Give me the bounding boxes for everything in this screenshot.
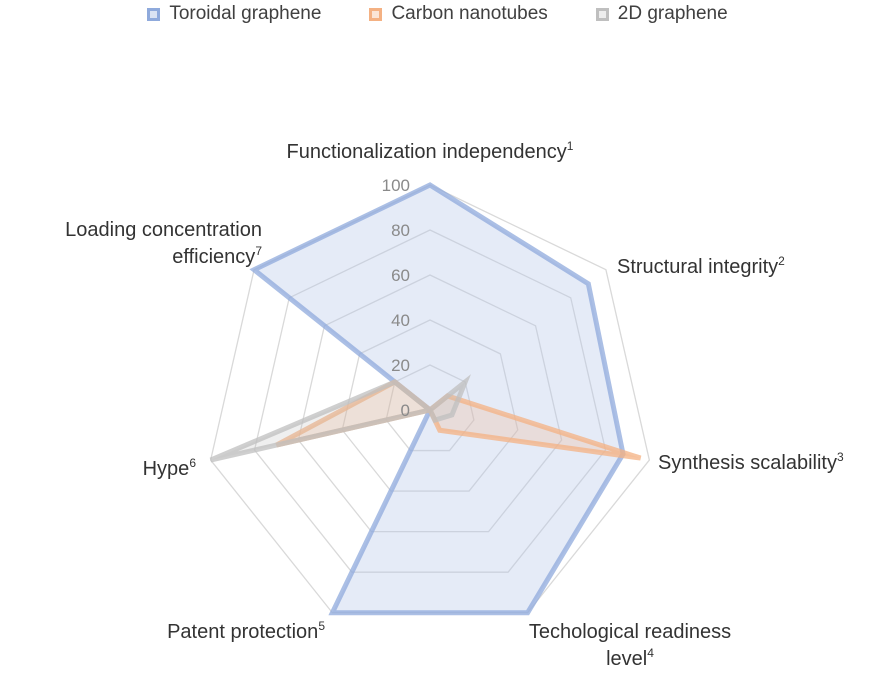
radar-grid [209,184,651,614]
legend-swatch-carbon-nanotubes [369,7,383,21]
series-toroidal-graphene [249,182,626,616]
legend-item-carbon-nanotubes[interactable]: Carbon nanotubes [369,3,548,25]
legend-item-2d-graphene[interactable]: 2D graphene [595,3,728,25]
radar-axis-labels: Functionalization independency1 Structura… [65,139,844,670]
legend-swatch-2d-graphene [595,7,609,21]
legend-label-toroidal-graphene: Toroidal graphene [169,3,322,24]
radar-series [209,182,642,616]
axis-label: Techological readiness level4 [529,621,731,670]
axis-label: Patent protection5 [167,619,325,643]
grid-ring [253,229,607,573]
grid-ring [297,274,563,533]
legend-swatch-toroidal-graphene [147,7,161,21]
tick-label: 40 [391,311,410,330]
tick-label: 80 [391,221,410,240]
legend-item-toroidal-graphene[interactable]: Toroidal graphene [147,3,321,25]
tick-label: 20 [391,356,410,375]
axis-label: Functionalization independency1 [287,139,574,163]
tick-label: 100 [382,176,410,195]
axis-label: Synthesis scalability3 [658,450,844,474]
legend-label-carbon-nanotubes: Carbon nanotubes [391,3,548,24]
legend: Toroidal graphene Carbon nanotubes 2D gr… [0,3,875,25]
tick-label: 0 [401,401,410,420]
series-2d-graphene [209,374,472,463]
radar-tick-labels: 0 20 40 60 80 100 [382,176,410,420]
grid-ring [341,319,519,492]
tick-label: 60 [391,266,410,285]
axis-label: Loading concentration efficiency7 [65,219,262,268]
axis-label: Hype6 [143,456,197,480]
legend-label-2d-graphene: 2D graphene [617,3,728,24]
axis-label: Structural integrity2 [617,254,785,278]
grid-ring [385,364,475,452]
